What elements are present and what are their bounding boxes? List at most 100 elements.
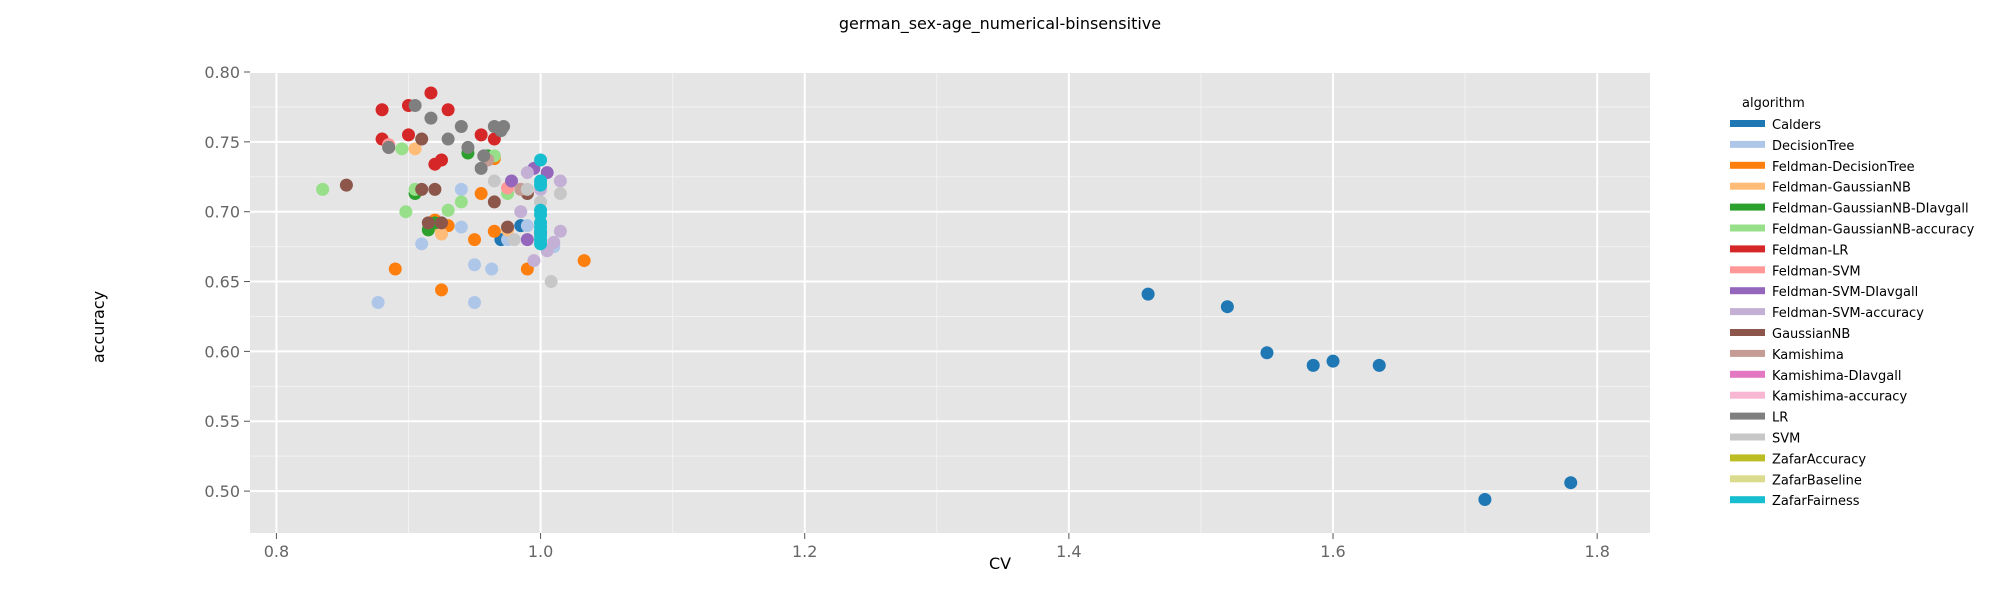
data-point — [1306, 358, 1320, 372]
data-point — [544, 275, 558, 289]
data-point — [1260, 346, 1274, 360]
y-tick-label: 0.75 — [204, 133, 240, 152]
data-point — [435, 227, 449, 241]
legend-swatch — [1730, 370, 1765, 378]
y-tick-label: 0.55 — [204, 412, 240, 431]
data-point — [501, 220, 515, 234]
legend-label: GaussianNB — [1772, 327, 1850, 342]
y-axis: 0.50 0.55 0.60 0.65 0.70 0.75 0.80 — [204, 63, 250, 501]
data-point — [553, 187, 567, 201]
legend-swatch — [1730, 433, 1765, 441]
data-point — [415, 237, 429, 251]
data-point — [401, 128, 415, 142]
data-point — [441, 103, 455, 117]
legend-label: Feldman-DecisionTree — [1772, 160, 1915, 175]
data-point — [371, 296, 385, 309]
legend-label: Feldman-GaussianNB-accuracy — [1772, 223, 1975, 238]
data-point — [415, 132, 429, 146]
data-point — [421, 216, 435, 230]
data-point — [388, 262, 402, 276]
legend-label: Feldman-LR — [1772, 243, 1848, 258]
data-point — [339, 178, 353, 192]
data-point — [408, 142, 422, 156]
data-point — [527, 254, 541, 268]
legend-swatch — [1730, 203, 1765, 211]
minor-gridlines — [250, 72, 1650, 533]
data-point — [505, 174, 519, 188]
data-point — [507, 233, 521, 247]
legend-swatch — [1730, 349, 1765, 357]
data-point — [577, 254, 591, 268]
data-point — [1478, 492, 1492, 506]
data-point — [1564, 476, 1578, 490]
legend-label: Feldman-SVM-DIavgall — [1772, 285, 1918, 300]
y-tick-label: 0.50 — [204, 482, 240, 501]
legend-label: Feldman-SVM-accuracy — [1772, 306, 1924, 321]
legend-swatch — [1730, 161, 1765, 169]
data-point — [1326, 354, 1340, 368]
legend-label: ZafarFairness — [1772, 494, 1860, 509]
data-point — [454, 195, 468, 209]
data-point — [435, 283, 449, 297]
data-point — [520, 182, 534, 196]
data-point — [395, 142, 409, 156]
data-point — [547, 235, 561, 249]
data-point — [424, 86, 438, 100]
data-point — [520, 233, 534, 247]
data-point — [454, 119, 468, 133]
legend-swatch — [1730, 329, 1765, 336]
x-axis-label: CV — [989, 554, 1011, 573]
data-point — [468, 233, 482, 247]
legend-label: SVM — [1772, 432, 1800, 447]
data-point — [487, 224, 501, 238]
data-point — [474, 128, 488, 142]
data-point — [424, 111, 438, 125]
legend-swatch — [1730, 308, 1765, 316]
legend-label: Kamishima — [1772, 348, 1844, 363]
chart-title: german_sex-age_numerical-binsensitive — [839, 14, 1161, 34]
x-axis: 0.8 1.0 1.2 1.4 1.6 1.8 — [264, 533, 1610, 561]
y-tick-label: 0.70 — [204, 203, 240, 222]
data-point — [441, 203, 455, 217]
data-point — [487, 174, 501, 188]
data-points — [316, 86, 1578, 506]
legend-swatch — [1730, 182, 1765, 190]
data-point — [1141, 287, 1155, 301]
data-point — [468, 258, 482, 272]
data-point — [454, 182, 468, 196]
legend-label: DecisionTree — [1772, 139, 1854, 154]
data-point — [497, 119, 511, 133]
legend-swatch — [1730, 120, 1765, 127]
legend: algorithm Calders DecisionTree Feldman-Dec… — [1730, 96, 1975, 509]
legend-label: LR — [1772, 411, 1788, 426]
data-point — [485, 262, 499, 276]
legend-swatch — [1730, 475, 1765, 483]
data-point — [382, 140, 396, 154]
major-gridlines — [250, 71, 1650, 533]
data-point — [520, 219, 534, 233]
data-point — [487, 195, 501, 209]
data-point — [468, 296, 482, 309]
legend-swatch — [1730, 266, 1765, 274]
legend-label: ZafarBaseline — [1772, 473, 1862, 488]
data-point — [461, 140, 475, 154]
x-tick-label: 1.8 — [1584, 542, 1609, 561]
legend-label: Kamishima-accuracy — [1772, 390, 1907, 405]
data-point — [534, 153, 548, 167]
data-point — [375, 103, 389, 117]
data-point — [514, 205, 528, 219]
data-point — [1220, 300, 1234, 314]
legend-label: Calders — [1772, 118, 1821, 133]
data-point — [415, 182, 429, 196]
legend-label: ZafarAccuracy — [1772, 452, 1866, 467]
y-tick-label: 0.80 — [204, 63, 240, 82]
legend-label: Feldman-GaussianNB-DIavgall — [1772, 202, 1969, 217]
legend-swatch — [1730, 245, 1765, 253]
data-point — [534, 178, 548, 192]
legend-swatch — [1730, 224, 1765, 232]
data-point — [1372, 358, 1386, 372]
legend-label: Kamishima-DIavgall — [1772, 369, 1901, 384]
data-point — [435, 216, 449, 230]
